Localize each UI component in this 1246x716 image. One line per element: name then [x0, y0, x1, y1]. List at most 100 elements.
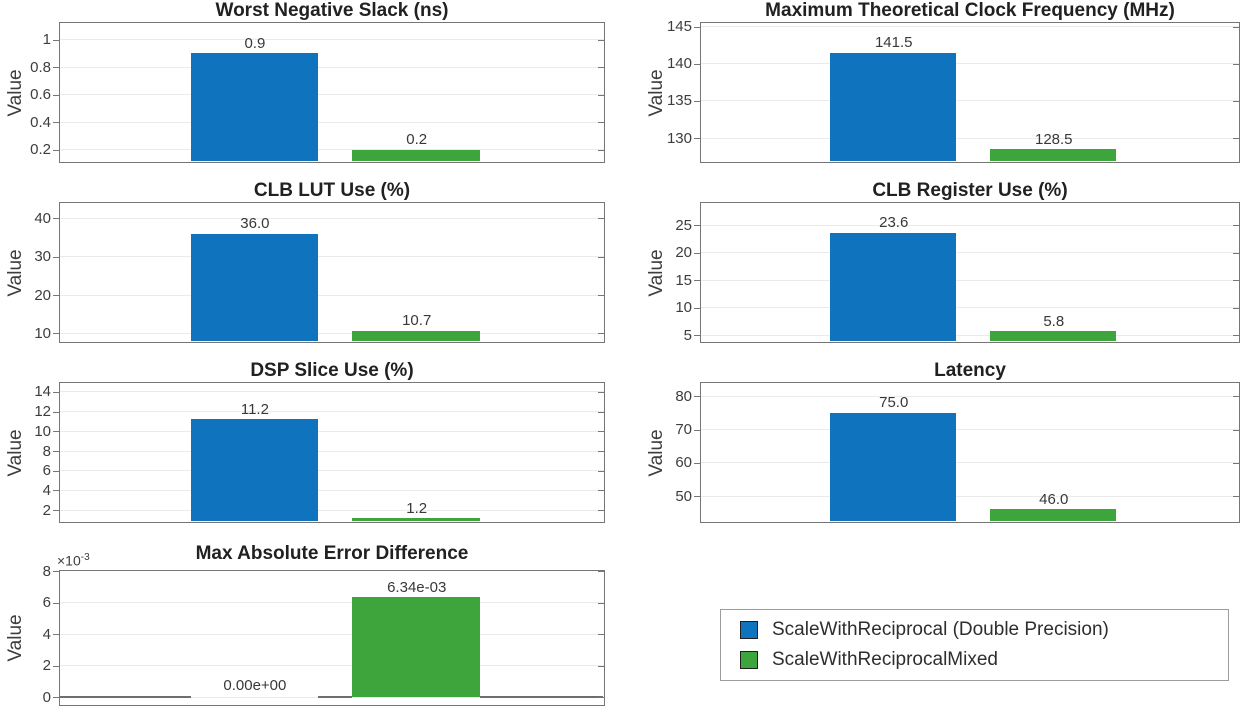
tick-mark [1232, 138, 1239, 139]
bar-value-label: 23.6 [879, 214, 909, 232]
grid-line [701, 279, 1239, 281]
grid-line [60, 411, 604, 413]
y-tick-label: 0 [42, 688, 51, 706]
zero-baseline [480, 696, 603, 699]
tick-mark [53, 665, 59, 667]
chart-title: Latency [934, 360, 1006, 381]
y-tick-label: 10 [34, 422, 51, 440]
tick-mark [53, 391, 59, 393]
y-tick-label: 6 [42, 594, 51, 612]
y-tick-label: 135 [666, 92, 692, 110]
grid-line [60, 217, 604, 219]
legend-item-label: ScaleWithReciprocal (Double Precision) [772, 619, 1109, 640]
tick-mark [53, 697, 59, 699]
y-tick-label: 8 [42, 442, 51, 460]
bar-value-label: 75.0 [879, 394, 909, 412]
grid-line [60, 665, 604, 667]
plot-area [59, 382, 605, 523]
y-tick-label: 50 [675, 487, 692, 505]
plot-area [59, 570, 605, 706]
legend-item-label: ScaleWithReciprocalMixed [772, 649, 998, 670]
y-tick-label: 4 [42, 625, 51, 643]
tick-mark [53, 256, 59, 258]
tick-mark [597, 571, 604, 572]
tick-mark [1232, 496, 1239, 498]
y-tick-label: 10 [675, 299, 692, 317]
bar-value-label: 0.9 [244, 34, 266, 52]
tick-mark [1232, 307, 1239, 309]
grid-line [701, 137, 1239, 139]
grid-line [701, 462, 1239, 464]
bar-value-label: 1.2 [406, 499, 428, 517]
bar-scalewithreciprocal [830, 52, 957, 161]
tick-mark [597, 431, 604, 433]
bar-value-label: 128.5 [1034, 130, 1073, 148]
tick-mark [597, 218, 604, 220]
tick-mark [694, 429, 700, 431]
bar-scalewithreciprocalmixed [990, 149, 1117, 161]
plot-area [700, 202, 1240, 343]
grid-line [701, 429, 1239, 431]
grid-line [701, 26, 1239, 28]
tick-mark [694, 496, 700, 498]
tick-mark [53, 333, 59, 335]
grid-line [60, 633, 604, 635]
plot-area [59, 22, 605, 163]
tick-mark [1232, 396, 1239, 398]
bar-scalewithreciprocal [190, 233, 319, 341]
tick-mark [597, 256, 604, 258]
bar-value-label: 5.8 [1043, 312, 1065, 330]
tick-mark [53, 510, 59, 512]
chart-title: Maximum Theoretical Clock Frequency (MHz… [765, 0, 1175, 21]
tick-mark [597, 451, 604, 452]
bar-scalewithreciprocal [190, 53, 319, 161]
chart-title: CLB Register Use (%) [872, 180, 1068, 201]
grid-line [701, 224, 1239, 226]
tick-mark [53, 94, 59, 96]
tick-mark [53, 67, 59, 69]
grid-line [60, 470, 604, 472]
bar-scalewithreciprocalmixed [352, 330, 480, 341]
plot-area [700, 382, 1240, 523]
tick-mark [597, 634, 604, 636]
tick-mark [597, 697, 604, 699]
tick-mark [53, 218, 59, 220]
grid-line [701, 334, 1239, 336]
chart-title: DSP Slice Use (%) [250, 360, 414, 381]
grid-line [60, 450, 604, 452]
y-tick-label: 145 [666, 18, 692, 36]
legend-item: ScaleWithReciprocal (Double Precision) [740, 615, 1228, 645]
tick-mark [597, 94, 604, 96]
y-tick-label: 70 [675, 421, 692, 439]
grid-line [701, 395, 1239, 397]
tick-mark [694, 307, 700, 309]
chart-title: Max Absolute Error Difference [195, 543, 469, 564]
tick-mark [597, 665, 604, 667]
zero-baseline [318, 696, 353, 699]
y-tick-label: 20 [675, 244, 692, 262]
tick-mark [694, 280, 700, 282]
bar-scalewithreciprocalmixed [352, 149, 480, 161]
chart-title: Worst Negative Slack (ns) [215, 0, 449, 21]
tick-mark [597, 490, 604, 492]
grid-line [60, 39, 604, 41]
tick-mark [1232, 100, 1239, 102]
grid-line [701, 307, 1239, 309]
tick-mark [694, 335, 700, 337]
bar-value-label: 46.0 [1039, 490, 1069, 508]
bar-scalewithreciprocalmixed [352, 597, 480, 698]
tick-mark [53, 634, 59, 636]
tick-mark [597, 602, 604, 604]
y-tick-label: 20 [34, 286, 51, 304]
y-tick-label: 60 [675, 454, 692, 472]
bar-value-label: 6.34e-03 [387, 578, 447, 596]
tick-mark [53, 39, 59, 41]
legend-box: ScaleWithReciprocal (Double Precision) S… [720, 609, 1229, 681]
grid-line [60, 94, 604, 96]
y-tick-label: 6 [42, 462, 51, 480]
bar-value-label: 0.2 [406, 131, 428, 149]
y-axis-label: Value [5, 248, 26, 297]
tick-mark [694, 26, 700, 28]
plot-area [59, 202, 605, 343]
